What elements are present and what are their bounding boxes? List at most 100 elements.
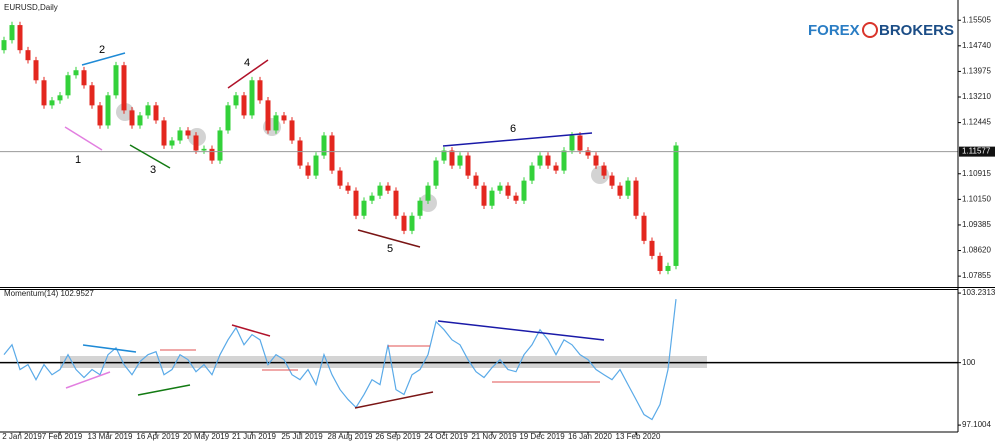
candle-body <box>561 150 567 171</box>
y-tick-label: 1.13975 <box>962 67 991 76</box>
candle-body <box>441 150 447 161</box>
candle-body <box>457 155 463 166</box>
candle-body <box>129 110 135 126</box>
candle-body <box>577 135 583 151</box>
candle-body <box>569 135 575 151</box>
candle-body <box>25 50 31 61</box>
candle-body <box>473 175 479 186</box>
candle-body <box>281 115 287 121</box>
candle-body <box>201 148 207 151</box>
momentum-line <box>3 299 677 421</box>
x-tick-label: 13 Feb 2020 <box>616 432 661 441</box>
level-lines <box>160 345 600 383</box>
candle-body <box>369 195 375 201</box>
candle-body <box>489 190 495 206</box>
candle-body <box>617 185 623 196</box>
candle-body <box>633 180 639 216</box>
pattern-label: 3 <box>150 164 156 176</box>
candle-body <box>89 85 95 106</box>
y-tick-label: 1.15505 <box>962 15 991 24</box>
y-tick-label: 103.2313 <box>962 288 995 297</box>
candle-body <box>425 185 431 201</box>
candle-body <box>153 105 159 121</box>
pattern-label: 4 <box>244 57 250 69</box>
candle-body <box>385 185 391 191</box>
candle-body <box>337 170 343 186</box>
x-tick-label: 13 Mar 2019 <box>88 432 133 441</box>
y-tick-label: 1.13210 <box>962 92 991 101</box>
y-tick-label: 100 <box>962 358 976 367</box>
candle-body <box>673 145 679 266</box>
y-tick-label: 1.14740 <box>962 41 991 50</box>
candle-body <box>17 25 23 51</box>
x-tick-label: 24 Oct 2019 <box>424 432 468 441</box>
logo-icon <box>862 22 878 38</box>
candle-body <box>217 130 223 161</box>
candle-body <box>81 70 87 86</box>
x-tick-label: 20 May 2019 <box>183 432 230 441</box>
trend-lines <box>64 52 605 409</box>
candle-body <box>593 155 599 166</box>
candle-body <box>177 130 183 141</box>
y-tick-label: 1.10150 <box>962 194 991 203</box>
candle-body <box>297 140 303 166</box>
logo-right: BROKERS <box>879 22 954 39</box>
candle-body <box>649 240 655 256</box>
candle-body <box>377 185 383 196</box>
candle-body <box>537 155 543 166</box>
candle-body <box>393 190 399 216</box>
candle-body <box>417 200 423 216</box>
candle-body <box>449 150 455 166</box>
candle-body <box>609 175 615 186</box>
candle-body <box>225 105 231 131</box>
y-tick-label: 1.12445 <box>962 118 991 127</box>
candle-body <box>353 190 359 216</box>
candle-body <box>33 60 39 81</box>
candle-body <box>585 150 591 156</box>
current-price-box <box>959 146 995 157</box>
candle-body <box>665 265 671 271</box>
candle-body <box>97 105 103 126</box>
candle-body <box>73 70 79 76</box>
x-tick-label: 2 Jan 2019 <box>2 432 42 441</box>
candle-body <box>345 185 351 191</box>
x-tick-label: 16 Jan 2020 <box>568 432 613 441</box>
candle-body <box>529 165 535 181</box>
candle-body <box>601 165 607 176</box>
candle-body <box>273 115 279 131</box>
y-tick-label: 1.09385 <box>962 220 991 229</box>
candle-body <box>233 95 239 106</box>
candle-body <box>409 215 415 231</box>
candle-body <box>49 100 55 106</box>
momentum-title: Momentum(14) 102.9527 <box>4 289 94 298</box>
candle-body <box>9 25 15 41</box>
candle-body <box>145 105 151 116</box>
x-tick-label: 19 Dec 2019 <box>519 432 565 441</box>
candle-body <box>305 165 311 176</box>
candle-body <box>505 185 511 196</box>
y-tick-label: 1.08620 <box>962 246 991 255</box>
candle-body <box>161 120 167 146</box>
candle-body <box>401 215 407 231</box>
candle-body <box>361 200 367 216</box>
y-tick-label: 97.1004 <box>962 420 991 429</box>
candle-body <box>513 195 519 201</box>
pattern-label: 1 <box>75 154 81 166</box>
candle-body <box>41 80 47 106</box>
candle-body <box>521 180 527 201</box>
x-tick-label: 21 Nov 2019 <box>471 432 517 441</box>
y-tick-label: 1.07855 <box>962 271 991 280</box>
candle-body <box>241 95 247 116</box>
candle-body <box>105 95 111 126</box>
candle-body <box>169 140 175 146</box>
x-tick-label: 25 Jul 2019 <box>281 432 323 441</box>
candle-body <box>641 215 647 241</box>
candle-body <box>545 155 551 166</box>
candle-body <box>329 135 335 171</box>
candle-body <box>481 185 487 206</box>
candle-body <box>657 255 663 271</box>
candle-body <box>193 135 199 151</box>
candle-body <box>465 155 471 176</box>
candle-body <box>553 165 559 171</box>
